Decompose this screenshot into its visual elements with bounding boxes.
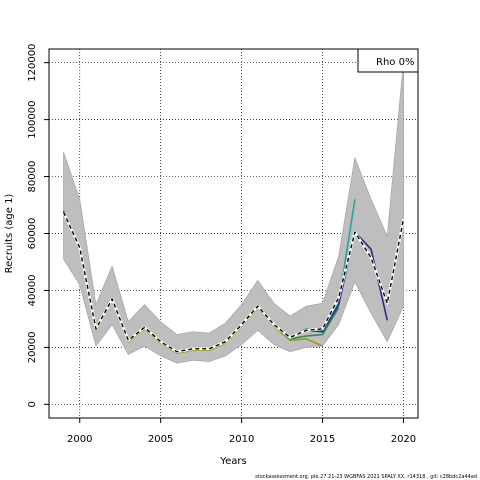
footnote: stockassessment.org, ple.27.21-23 WGBFAS… <box>255 474 477 480</box>
y-tick-label-5: 100000 <box>27 101 38 139</box>
axes-layer: 2000 2005 2010 2015 2020 0 20000 40000 60000 8000… <box>27 44 416 445</box>
series-line-main <box>62 211 405 353</box>
legend-label: Rho 0% <box>376 57 414 68</box>
series-lines-layer <box>62 199 405 354</box>
y-tick-label-6: 120000 <box>27 44 38 82</box>
y-tick-label-3: 60000 <box>27 218 38 250</box>
x-tick-label-3: 2015 <box>310 434 335 445</box>
x-tick-label-2: 2010 <box>229 434 254 445</box>
x-axis-label: Years <box>219 456 246 467</box>
y-axis-label: Recruits (age 1) <box>4 194 15 274</box>
x-tick-label-1: 2005 <box>148 434 173 445</box>
y-tick-label-0: 0 <box>27 401 38 407</box>
confidence-band <box>63 62 404 364</box>
y-tick-label-4: 80000 <box>27 161 38 193</box>
y-tick-label-1: 20000 <box>27 331 38 363</box>
x-tick-label-0: 2000 <box>67 434 92 445</box>
confidence-band-layer <box>63 62 404 364</box>
x-tick-label-4: 2020 <box>391 434 416 445</box>
legend-frame <box>357 48 419 73</box>
plot-frame <box>48 48 419 419</box>
legend-box: Rho 0% <box>357 48 419 73</box>
y-tick-label-2: 40000 <box>27 275 38 307</box>
